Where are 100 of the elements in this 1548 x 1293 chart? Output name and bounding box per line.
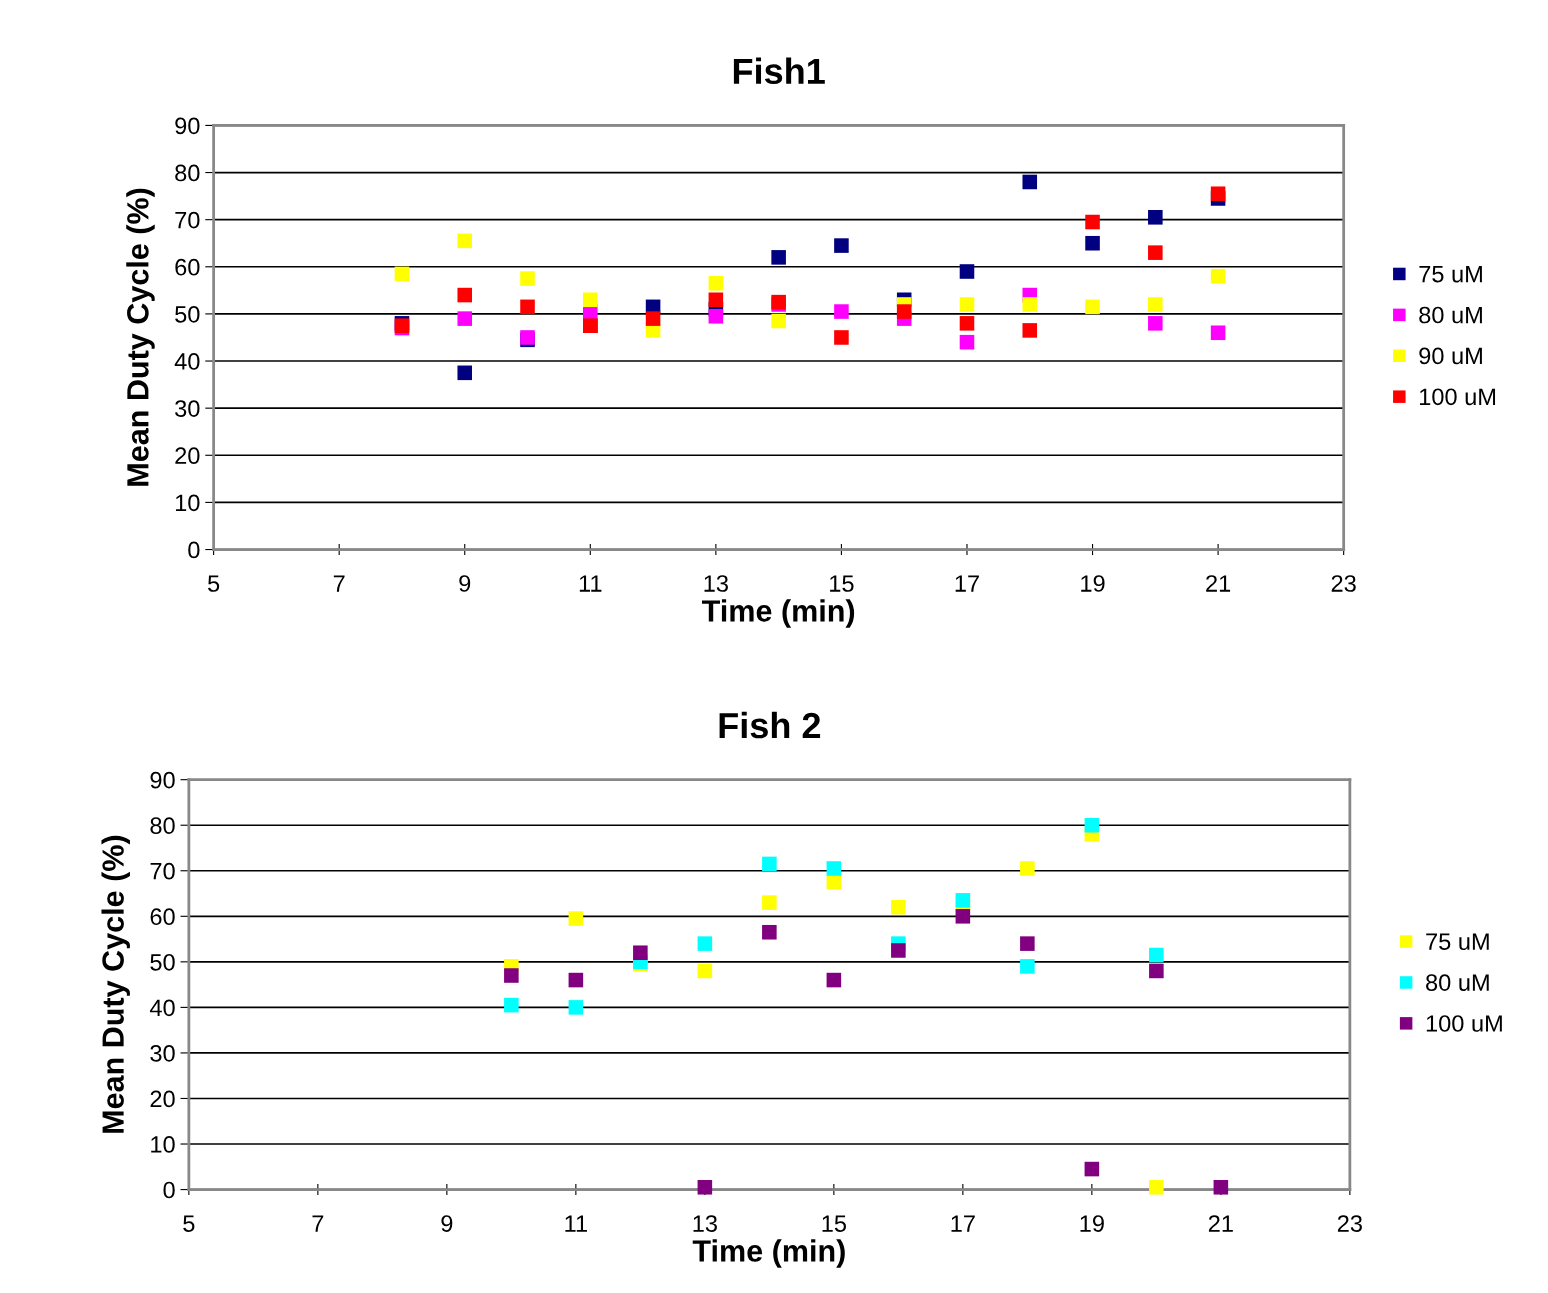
point (568, 1000, 584, 1015)
legend-label: 75 uM (1426, 933, 1489, 951)
y-tick-label: 60 (150, 908, 175, 926)
y-tick-label: 50 (175, 305, 200, 323)
x-tick-label: 15 (830, 575, 854, 592)
y-tick-label: 90 (150, 771, 175, 789)
point (708, 292, 724, 308)
legend-label: 80 uM (1426, 974, 1489, 991)
point (834, 238, 849, 253)
point (891, 943, 906, 958)
point (834, 304, 849, 319)
y-tick-label: 40 (149, 999, 175, 1017)
y-tick-label: 40 (174, 353, 200, 370)
point (1022, 323, 1038, 338)
point (1022, 297, 1038, 312)
point (568, 972, 584, 988)
point (762, 924, 777, 940)
x-tick-label: 19 (1081, 575, 1105, 592)
y-tick-label: 0 (188, 541, 200, 559)
y-tick-label: 30 (150, 1045, 175, 1062)
x-tick-label: 7 (312, 1215, 324, 1232)
x-tick-label: 11 (579, 575, 602, 592)
y-tick-label: 10 (175, 494, 200, 512)
point (1020, 959, 1035, 974)
point (520, 271, 535, 286)
chart-title: Fish1 (733, 57, 825, 85)
point (504, 997, 519, 1013)
point (891, 899, 906, 915)
y-tick-label: 30 (175, 400, 200, 417)
point (457, 233, 473, 249)
point (762, 895, 777, 910)
point (1210, 186, 1226, 202)
point (959, 264, 975, 279)
point (1148, 297, 1163, 312)
point (1149, 1180, 1164, 1195)
legend-label: 90 uM (1419, 347, 1482, 365)
x-tick-label: 23 (1331, 575, 1356, 592)
legend-label: 100 uM (1426, 1015, 1502, 1032)
point (697, 963, 713, 979)
legend-label: 80 uM (1419, 306, 1482, 324)
y-tick-label: 60 (175, 258, 200, 276)
point (834, 330, 849, 345)
point (568, 911, 584, 926)
point (959, 297, 975, 312)
point (896, 304, 912, 319)
point (1084, 1161, 1100, 1177)
point (1022, 174, 1038, 190)
y-tick-label: 90 (175, 117, 200, 135)
point (1085, 299, 1100, 315)
y-axis-title: Mean Duty Cycle (%) (126, 188, 155, 486)
y-tick-label: 70 (175, 211, 200, 229)
x-tick-label: 5 (208, 575, 220, 592)
point (1020, 861, 1035, 876)
point (583, 292, 598, 308)
point (504, 968, 519, 983)
point (771, 250, 786, 265)
point (959, 334, 975, 350)
point (1084, 817, 1100, 833)
point (1149, 963, 1164, 979)
y-tick-label: 50 (150, 953, 175, 971)
x-axis-title: Time (min) (702, 599, 855, 628)
point (826, 861, 842, 876)
y-tick-label: 20 (175, 447, 200, 465)
point (457, 287, 473, 303)
point (826, 972, 842, 988)
point (955, 909, 971, 924)
point (1085, 235, 1100, 251)
x-tick-label: 13 (693, 1215, 717, 1232)
legend-label: 75 uM (1419, 265, 1482, 283)
point (1148, 245, 1163, 260)
x-tick-label: 13 (704, 575, 728, 592)
legend-label: 100 uM (1420, 388, 1496, 406)
x-tick-label: 21 (1208, 1215, 1233, 1232)
point (457, 365, 473, 381)
y-axis-title: Mean Duty Cycle (%) (101, 835, 130, 1133)
point (959, 316, 975, 331)
y-tick-label: 10 (151, 1136, 175, 1153)
x-tick-label: 11 (565, 1215, 587, 1232)
x-tick-label: 7 (333, 575, 345, 592)
point (1085, 214, 1100, 230)
x-tick-label: 17 (955, 575, 979, 592)
point (1213, 1180, 1229, 1195)
x-tick-label: 23 (1337, 1215, 1362, 1232)
point (394, 266, 410, 282)
point (457, 311, 473, 326)
point (1020, 936, 1035, 951)
point (1148, 316, 1163, 331)
point (708, 308, 724, 324)
chart-title: Fish 2 (719, 711, 821, 739)
x-axis-title: Time (min) (692, 1239, 845, 1268)
y-tick-label: 70 (150, 862, 175, 880)
point (1210, 268, 1226, 284)
point (1149, 947, 1164, 963)
x-tick-label: 19 (1080, 1215, 1104, 1232)
x-tick-label: 15 (822, 1215, 846, 1232)
point (520, 299, 535, 315)
x-tick-label: 17 (951, 1215, 975, 1232)
y-tick-label: 80 (150, 817, 175, 835)
point (697, 1180, 713, 1195)
x-tick-label: 5 (183, 1215, 195, 1232)
